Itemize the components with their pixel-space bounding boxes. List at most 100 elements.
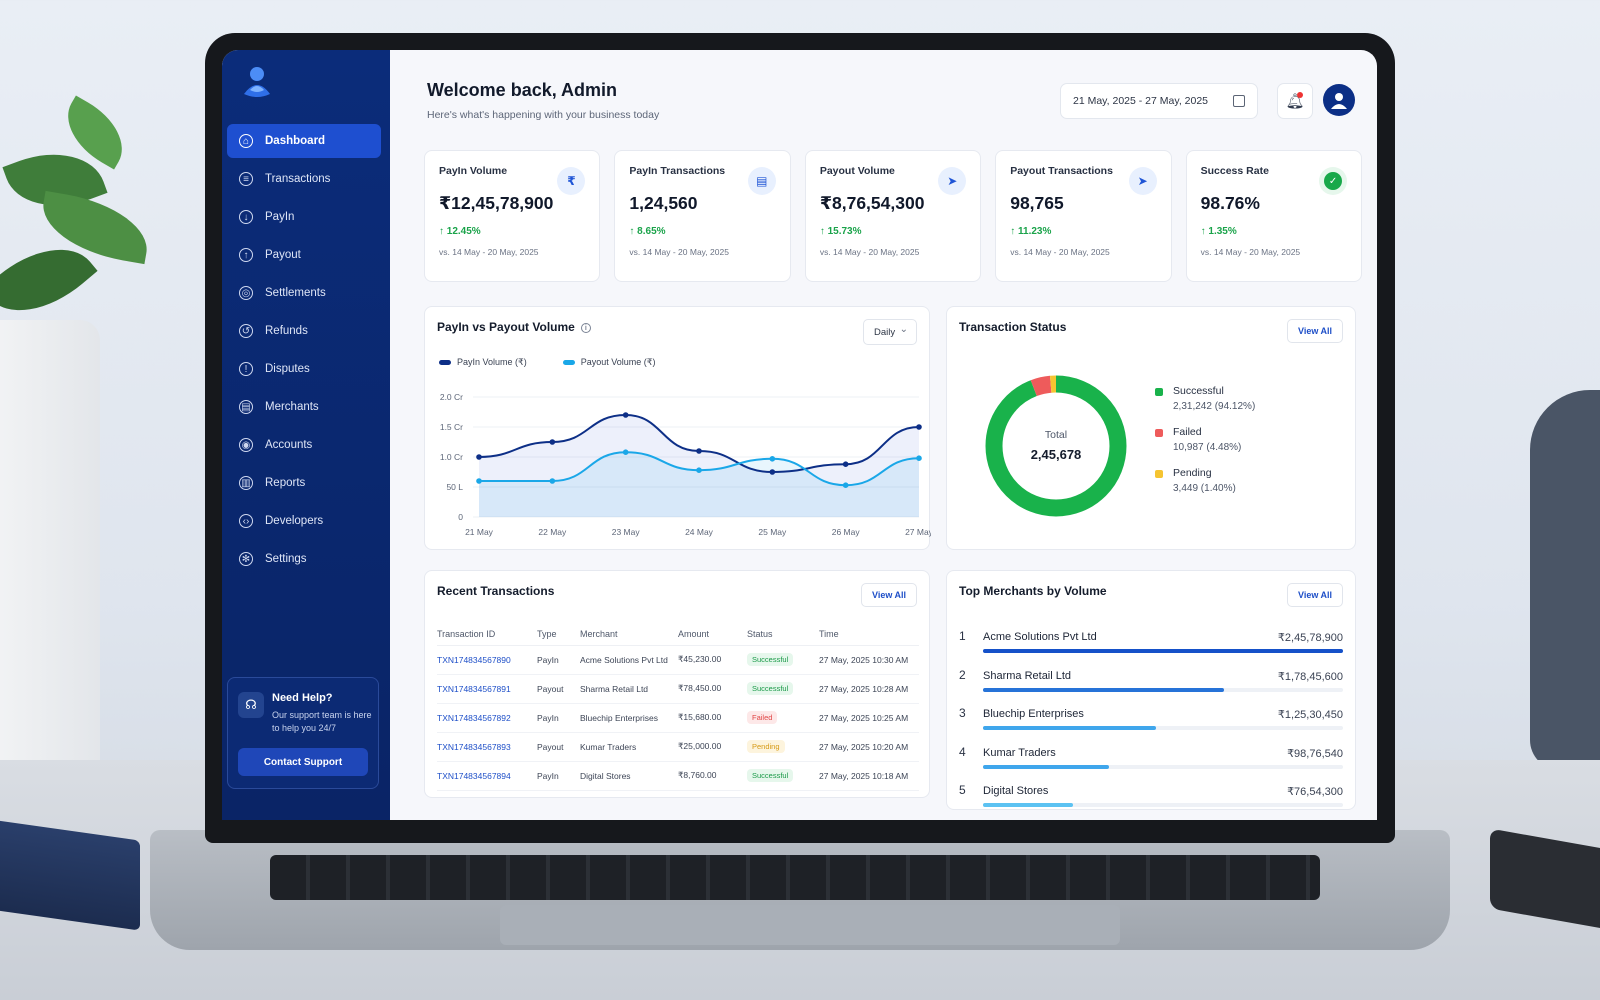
kpi-card: Success Rate 98.76% ↑ 1.35% vs. 14 May - 20… bbox=[1185, 150, 1363, 282]
top-merchants-title: Top Merchants by Volume bbox=[959, 584, 1107, 598]
recent-transactions-title: Recent Transactions bbox=[437, 584, 555, 598]
kpi-icon-glyph: ➤ bbox=[947, 174, 958, 188]
merchant-item[interactable]: 4 Kumar Traders ₹98,76,540 bbox=[959, 741, 1343, 779]
status-value: 3,449 (1.40%) bbox=[1173, 483, 1236, 494]
data-point bbox=[476, 454, 482, 460]
sidebar-item-payout[interactable]: ↑ Payout bbox=[227, 238, 381, 272]
notifications-button[interactable]: 🔔︎ bbox=[1277, 83, 1313, 119]
status-label: Pending bbox=[1173, 467, 1212, 479]
merchant-amount: ₹98,76,540 bbox=[1287, 747, 1343, 760]
contact-support-button[interactable]: Contact Support bbox=[238, 748, 368, 776]
transaction-merchant: Acme Solutions Pvt Ltd bbox=[580, 645, 678, 675]
transaction-merchant: Sharma Retail Ltd bbox=[580, 674, 678, 704]
kpi-value: 98,765 bbox=[1010, 193, 1064, 213]
accounts-icon: ◉ bbox=[239, 438, 253, 452]
y-tick-label: 0 bbox=[458, 512, 463, 522]
status-legend-item: Pending 3,449 (1.40%) bbox=[1155, 467, 1255, 494]
transaction-status-cell: Successful bbox=[747, 761, 819, 791]
merchant-item[interactable]: 5 Digital Stores ₹76,54,300 bbox=[959, 779, 1343, 817]
sidebar-item-label: Transactions bbox=[265, 173, 331, 185]
notification-dot bbox=[1297, 92, 1303, 98]
table-row[interactable]: TXN174834567891 Payout Sharma Retail Ltd ₹7… bbox=[437, 674, 919, 704]
x-tick-label: 25 May bbox=[758, 527, 787, 537]
transaction-merchant: Digital Stores bbox=[580, 761, 678, 791]
transaction-id-link[interactable]: TXN174834567894 bbox=[437, 761, 537, 791]
sidebar-item-reports[interactable]: ▥ Reports bbox=[227, 466, 381, 500]
status-value: 10,987 (4.48%) bbox=[1173, 442, 1242, 453]
sidebar-item-label: Settlements bbox=[265, 287, 326, 299]
status-label: Successful bbox=[1173, 385, 1224, 397]
merchant-volume-fill bbox=[983, 649, 1343, 653]
sidebar-item-label: Settings bbox=[265, 553, 307, 565]
transaction-merchant: Bluechip Enterprises bbox=[580, 703, 678, 733]
merchant-volume-bar bbox=[983, 649, 1343, 653]
column-header: Transaction ID bbox=[437, 623, 537, 646]
disputes-icon: ! bbox=[239, 362, 253, 376]
merchant-item[interactable]: 3 Bluechip Enterprises ₹1,25,30,450 bbox=[959, 702, 1343, 740]
period-select[interactable]: Daily bbox=[863, 319, 917, 345]
top-merchants-card: Top Merchants by Volume View All 1 Acme S… bbox=[946, 570, 1356, 810]
status-donut-chart bbox=[985, 375, 1127, 517]
transaction-status-cell: Successful bbox=[747, 674, 819, 704]
transaction-id-link[interactable]: TXN174834567890 bbox=[437, 645, 537, 675]
status-legend: Successful 2,31,242 (94.12%) Failed 10,987 … bbox=[1155, 385, 1255, 508]
sidebar-item-disputes[interactable]: ! Disputes bbox=[227, 352, 381, 386]
kpi-change: ↑ 15.73% bbox=[819, 226, 862, 237]
info-icon[interactable]: i bbox=[580, 323, 591, 333]
transactions-icon: ≡ bbox=[239, 172, 253, 186]
line-chart: 0 50 L 1.0 Cr 1.5 Cr 2.0 Cr 21 May 22 May 23 Ma… bbox=[440, 392, 931, 537]
merchant-rank: 2 bbox=[959, 667, 966, 682]
main-content: Welcome back, Admin Here's what's happen… bbox=[390, 50, 1377, 820]
legend-label: Payout Volume (₹) bbox=[580, 357, 656, 367]
top-merchants-view-all[interactable]: View All bbox=[1286, 583, 1343, 607]
merchant-rank: 5 bbox=[959, 783, 966, 797]
merchant-item[interactable]: 1 Acme Solutions Pvt Ltd ₹2,45,78,900 bbox=[959, 625, 1343, 663]
sidebar-item-merchants[interactable]: ▤ Merchants bbox=[227, 390, 381, 424]
table-row[interactable]: TXN174834567894 PayIn Digital Stores ₹8,760… bbox=[437, 761, 919, 791]
sidebar-item-accounts[interactable]: ◉ Accounts bbox=[227, 428, 381, 462]
sidebar-item-settlements[interactable]: ◎ Settlements bbox=[227, 276, 381, 310]
transaction-type: PayIn bbox=[537, 645, 580, 675]
transaction-id-link[interactable]: TXN174834567891 bbox=[437, 674, 537, 704]
sidebar-item-settings[interactable]: ✻ Settings bbox=[227, 542, 381, 576]
transaction-time: 27 May, 2025 10:30 AM bbox=[819, 645, 919, 675]
data-point bbox=[549, 478, 556, 484]
sidebar-item-transactions[interactable]: ≡ Transactions bbox=[227, 162, 381, 196]
help-card: ☊ Need Help? Our support team is here to… bbox=[227, 677, 379, 789]
data-point bbox=[476, 478, 482, 484]
avatar[interactable] bbox=[1323, 84, 1355, 116]
table-row[interactable]: TXN174834567892 PayIn Bluechip Enterprises… bbox=[437, 703, 919, 733]
plant-pot bbox=[0, 320, 100, 820]
transaction-status-view-all[interactable]: View All bbox=[1286, 319, 1343, 343]
volume-chart-title-text: PayIn vs Payout Volume bbox=[437, 320, 575, 334]
x-tick-label: 24 May bbox=[685, 527, 714, 537]
office-chair bbox=[1530, 390, 1600, 770]
sidebar-item-refunds[interactable]: ↺ Refunds bbox=[227, 314, 381, 348]
x-tick-label: 26 May bbox=[832, 527, 861, 537]
data-point bbox=[842, 482, 849, 488]
recent-transactions-view-all[interactable]: View All bbox=[860, 583, 917, 607]
sidebar-item-payin[interactable]: ↓ PayIn bbox=[227, 200, 381, 234]
sidebar-item-label: Reports bbox=[265, 477, 306, 489]
page-subtitle: Here's what's happening with your busine… bbox=[427, 109, 660, 121]
merchant-name: Digital Stores bbox=[983, 785, 1049, 797]
merchant-item[interactable]: 2 Sharma Retail Ltd ₹1,78,45,600 bbox=[959, 664, 1343, 702]
legend-label: PayIn Volume (₹) bbox=[457, 357, 527, 367]
legend-swatch bbox=[562, 360, 575, 365]
x-tick-label: 22 May bbox=[538, 527, 567, 537]
send-icon: ➤ bbox=[938, 167, 967, 195]
donut-total-value: 2,45,678 bbox=[1030, 447, 1082, 462]
calendar-icon bbox=[1233, 95, 1245, 107]
transaction-id-link[interactable]: TXN174834567892 bbox=[437, 703, 537, 733]
store-icon: ▤ bbox=[239, 400, 253, 414]
table-row[interactable]: TXN174834567890 PayIn Acme Solutions Pvt L… bbox=[437, 645, 919, 675]
transaction-id-link[interactable]: TXN174834567893 bbox=[437, 732, 537, 762]
sidebar-item-developers[interactable]: ‹› Developers bbox=[227, 504, 381, 538]
kpi-icon-glyph: ➤ bbox=[1137, 174, 1148, 188]
table-row[interactable]: TXN174834567893 Payout Kumar Traders ₹25,00… bbox=[437, 732, 919, 762]
logo-icon bbox=[244, 67, 270, 97]
date-range-picker[interactable]: 21 May, 2025 - 27 May, 2025 bbox=[1060, 83, 1258, 119]
merchant-volume-fill bbox=[983, 764, 1109, 769]
sidebar-item-dashboard[interactable]: ⌂ Dashboard bbox=[227, 124, 381, 158]
kpi-compare: vs. 14 May - 20 May, 2025 bbox=[819, 247, 920, 257]
